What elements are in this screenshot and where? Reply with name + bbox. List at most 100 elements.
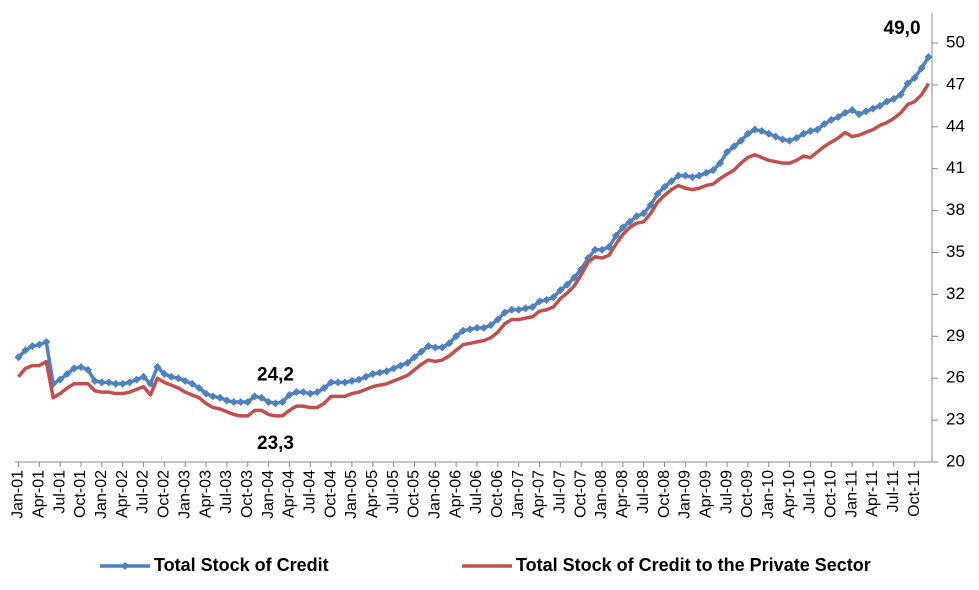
x-tick-label: Apr-04 [281,470,298,518]
x-tick-label: Jan-03 [176,470,193,519]
marker [493,315,502,324]
data-label: 23,3 [257,433,294,454]
marker [868,104,877,113]
marker [76,363,85,372]
marker [723,147,732,156]
marker [848,106,857,115]
marker [688,173,697,182]
marker [549,293,558,302]
marker [924,52,933,61]
y-tick-label: 23 [946,410,965,429]
marker [855,110,864,119]
marker [382,367,391,376]
marker [528,302,537,311]
marker [785,136,794,145]
marker [431,343,440,352]
x-tick-label: Apr-05 [364,470,381,518]
y-tick-label: 38 [946,200,965,219]
marker [90,376,99,385]
marker [695,171,704,180]
marker [507,305,516,314]
marker [215,393,224,402]
marker [104,378,113,387]
marker [83,365,92,374]
x-tick-label: Jul-09 [718,470,735,514]
marker [799,129,808,138]
x-tick-label: Jul-07 [552,470,569,514]
y-tick-label: 44 [946,116,965,135]
x-tick-label: Jul-06 [468,470,485,514]
marker [229,397,238,406]
x-tick-label: Oct-11 [906,470,923,517]
marker [361,372,370,381]
x-tick-label: Jul-01 [51,470,68,514]
marker [438,343,447,352]
marker [813,125,822,134]
marker [667,177,676,186]
marker [63,370,72,379]
marker [862,107,871,116]
marker [674,171,683,180]
marker [368,370,377,379]
marker [598,245,607,254]
marker [459,326,468,335]
y-tick-label: 35 [946,242,965,261]
marker [771,132,780,141]
marker [792,133,801,142]
marker [188,379,197,388]
marker [486,321,495,330]
marker [716,159,725,168]
marker [896,90,905,99]
x-tick-label: Jul-08 [635,470,652,514]
x-tick-label: Jan-09 [677,470,694,519]
marker [472,323,481,332]
y-tick-label: 50 [946,32,965,51]
marker [389,364,398,373]
marker [563,280,572,289]
marker [875,101,884,110]
marker [618,223,627,232]
x-tick-label: Apr-02 [114,470,131,518]
marker [410,353,419,362]
marker [841,108,850,117]
x-tick-label: Apr-10 [781,470,798,518]
marker [750,125,759,134]
marker [132,375,141,384]
marker [903,79,912,88]
legend-label: Total Stock of Credit [154,555,329,575]
marker [285,390,294,399]
x-tick-label: Apr-06 [447,470,464,518]
x-tick-label: Jan-06 [427,470,444,519]
marker [424,342,433,351]
x-tick-label: Jan-02 [93,470,110,519]
y-tick-label: 26 [946,368,965,387]
marker [306,389,315,398]
x-tick-label: Jul-05 [385,470,402,514]
marker [743,129,752,138]
marker [827,115,836,124]
marker [181,376,190,385]
y-tick-label: 47 [946,74,965,93]
marker [764,129,773,138]
marker [396,361,405,370]
marker [222,396,231,405]
x-tick-label: Apr-09 [697,470,714,518]
marker [70,364,79,373]
data-label: 24,2 [257,364,294,385]
marker [632,212,641,221]
marker [257,393,266,402]
marker [340,378,349,387]
marker [681,171,690,180]
x-tick-label: Apr-07 [531,470,548,518]
x-tick-label: Oct-04 [322,470,339,518]
marker [334,378,343,387]
marker [28,342,37,351]
marker [466,325,475,334]
marker [236,397,245,406]
marker [806,126,815,135]
data-label: 49,0 [884,18,921,39]
x-tick-label: Jan-11 [843,470,860,518]
marker [882,97,891,106]
marker [917,64,926,73]
marker [375,368,384,377]
